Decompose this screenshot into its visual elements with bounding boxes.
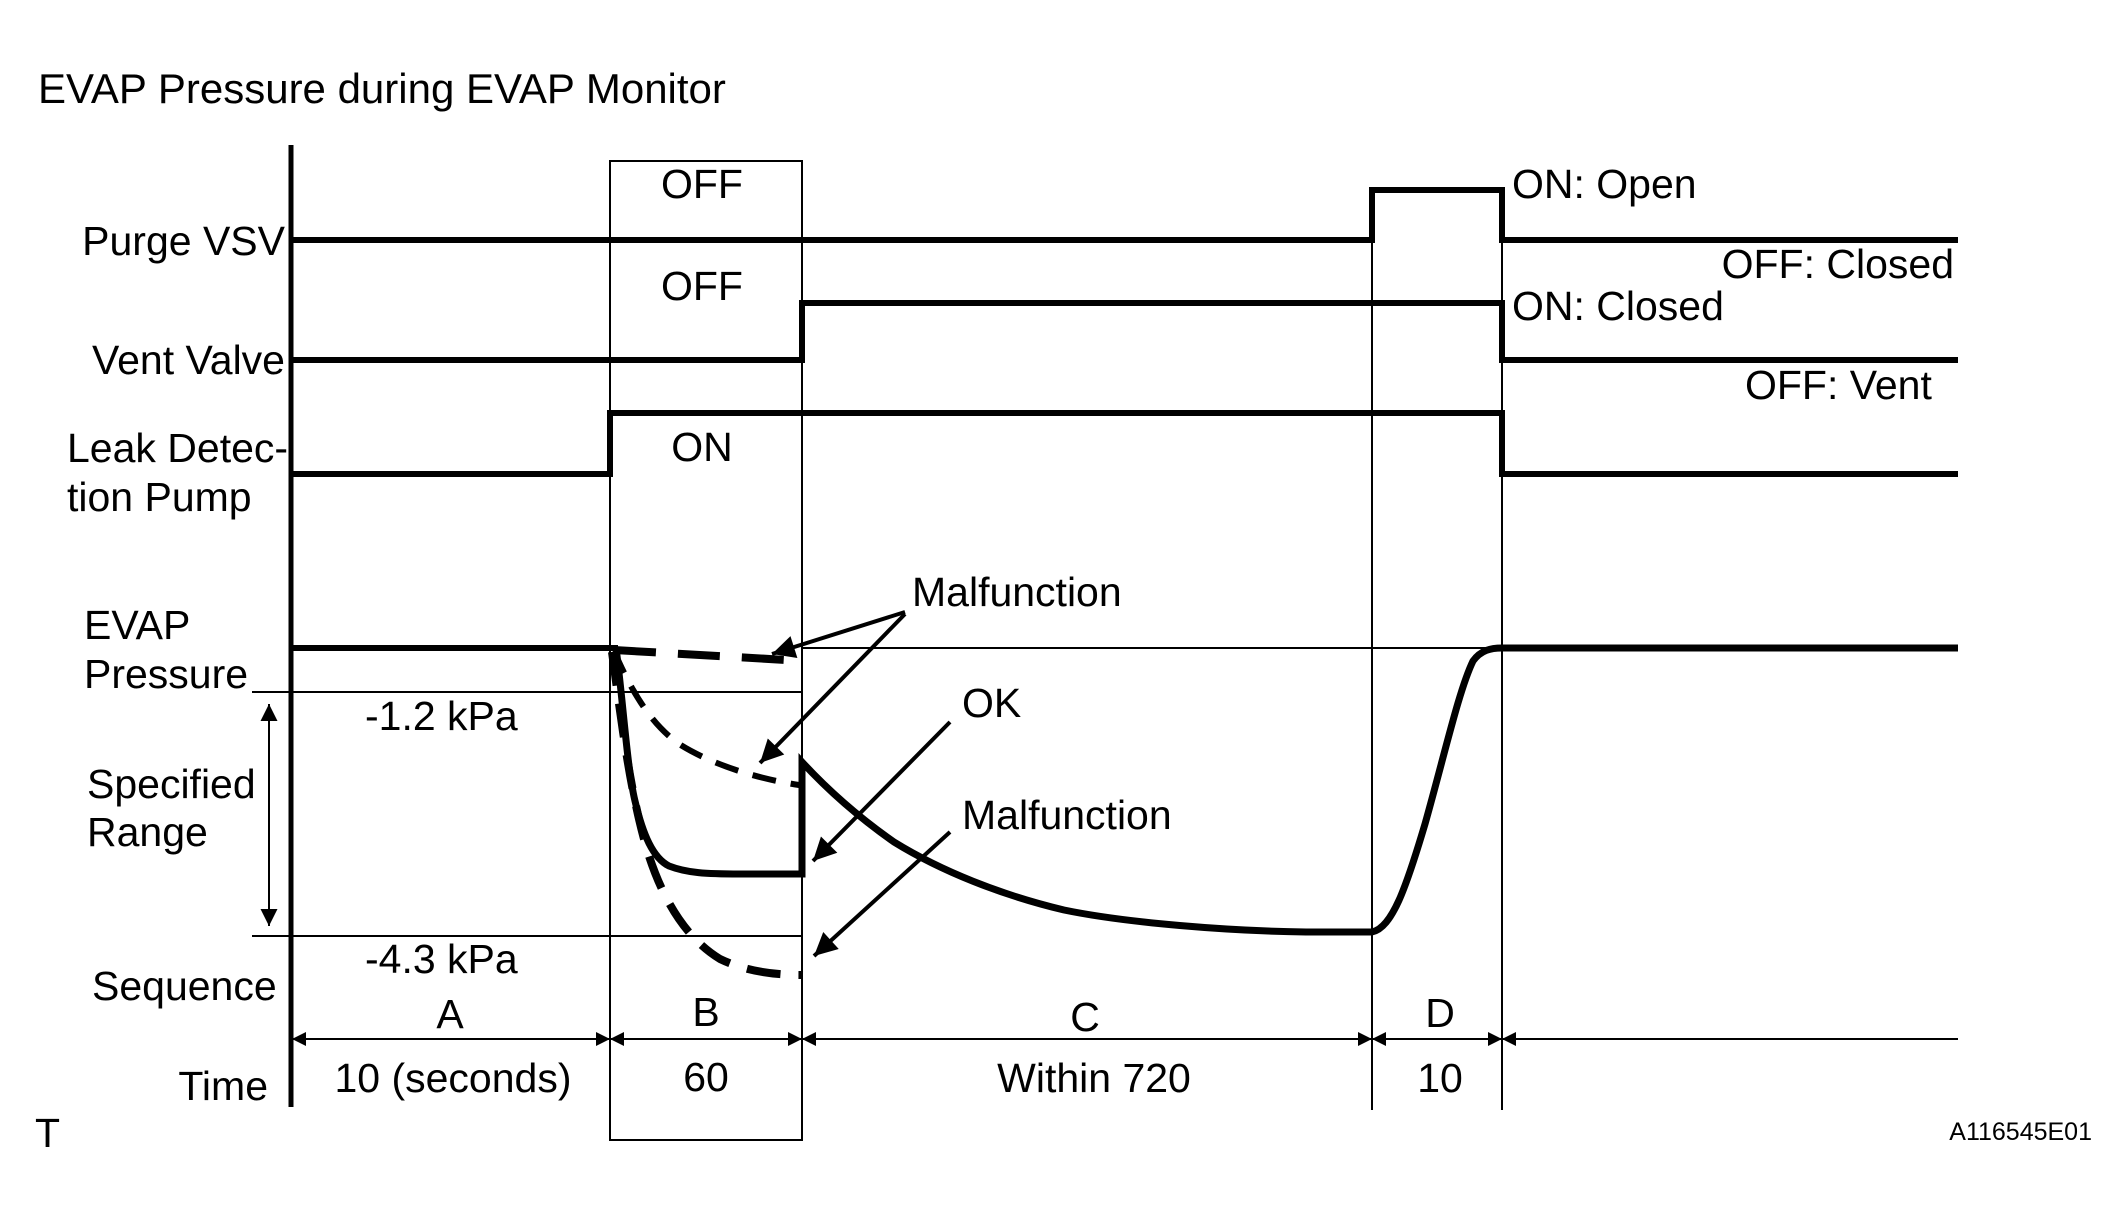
purge-vsv-legend-on: ON: Open (1512, 161, 1697, 207)
section-id-d: D (1425, 990, 1455, 1036)
sequence-row-label: Sequence (92, 963, 277, 1009)
corner-letter: T (35, 1110, 60, 1156)
malfunction-upper-dashed-curve (613, 646, 805, 665)
row-label-purge-vsv: Purge VSV (82, 218, 285, 264)
purge-vsv-trace (291, 187, 1958, 243)
purge-vsv-box-state: OFF (661, 161, 743, 207)
specified-range-label-line2: Range (87, 809, 208, 855)
upper-limit-value: -1.2 kPa (365, 693, 518, 739)
row-label-leak-pump-line1: Leak Detec- (67, 425, 288, 471)
section-time-d: 10 (1417, 1055, 1463, 1101)
malfunction-upper-arrow-2 (758, 612, 907, 765)
section-id-a: A (436, 991, 464, 1037)
vent-valve-trace (291, 300, 1958, 363)
section-id-c: C (1070, 994, 1100, 1040)
malfunction-lower-label: Malfunction (962, 792, 1172, 838)
row-label-evap-pressure-line2: Pressure (84, 651, 248, 697)
lower-limit-value: -4.3 kPa (365, 936, 518, 982)
vent-valve-box-state: OFF (661, 263, 743, 309)
malfunction-lower-dashed-curve (608, 651, 804, 979)
section-time-b: 60 (683, 1054, 729, 1100)
row-label-vent-valve: Vent Valve (92, 337, 285, 383)
section-time-c: Within 720 (997, 1055, 1191, 1101)
row-label-evap-pressure-line1: EVAP (84, 602, 190, 648)
section-time-a: 10 (seconds) (334, 1055, 571, 1101)
leak-pump-trace (291, 410, 1958, 477)
vent-valve-legend-off: OFF: Vent (1745, 362, 1932, 408)
row-label-leak-pump-line2: tion Pump (67, 474, 252, 520)
malfunction-lower-arrow (812, 830, 952, 958)
ok-arrow (811, 720, 952, 863)
ok-label: OK (962, 680, 1021, 726)
evap-ok-curve (612, 644, 1958, 936)
figure-title: EVAP Pressure during EVAP Monitor (38, 65, 726, 112)
vent-valve-legend-on: ON: Closed (1512, 283, 1724, 329)
time-row-label: Time (178, 1063, 268, 1109)
figure-code: A116545E01 (1949, 1118, 2092, 1146)
section-id-b: B (692, 989, 719, 1035)
leak-pump-box-state: ON (671, 424, 733, 470)
purge-vsv-legend-off: OFF: Closed (1722, 241, 1954, 287)
malfunction-middle-dashed-curve (611, 649, 800, 788)
malfunction-upper-arrow-1 (771, 610, 906, 659)
specified-range-label-line1: Specified (87, 761, 256, 807)
malfunction-upper-label: Malfunction (912, 569, 1122, 615)
